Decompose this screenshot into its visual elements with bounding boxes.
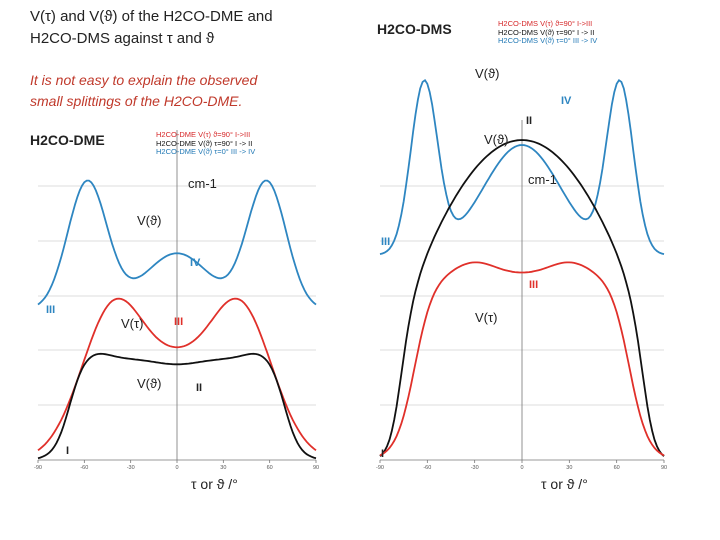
right-roman-II: II [526,115,533,127]
right-x-tick-label: 0 [520,465,523,471]
left-roman-II: II [196,382,203,394]
right-roman-I: I [381,448,385,460]
right-black-curve [379,139,665,457]
left-blue-curve [37,179,317,306]
note-line-1: It is not easy to explain the observed [30,72,258,88]
left-legend-black: H2CO-DME V(ϑ) τ=90° I -> II [156,138,253,148]
right-red-curve [379,261,665,457]
left-red-curve-label: V(τ) [121,316,144,331]
right-black-curve-label: V(ϑ) [484,132,509,147]
left-x-tick-label: -60 [80,465,88,471]
left-unit-label: cm-1 [188,176,217,191]
left-plot-axes: -90 -60 -30 0 30 60 90 [34,130,319,471]
right-x-axis-label: τ or ϑ /° [541,476,588,492]
right-plot-axes: -90 -60 -30 0 30 60 90 [376,120,667,471]
right-legend-red: H2CO-DMS V(τ) ϑ=90° I->III [498,19,593,28]
right-roman-III-red: III [529,279,539,291]
right-blue-curve [379,79,665,255]
right-blue-curve-label: V(ϑ) [475,66,500,81]
right-panel-name: H2CO-DMS [377,21,452,37]
left-x-tick-label: -90 [34,465,42,471]
left-roman-III-blue: III [46,304,56,316]
left-x-axis-label: τ or ϑ /° [191,476,238,492]
left-x-tick-label: -30 [127,465,135,471]
left-red-curve [37,297,317,452]
left-panel-name: H2CO-DME [30,132,105,148]
title-line-1: V(τ) and V(ϑ) of the H2CO-DME and [30,8,273,25]
left-blue-curve-label: V(ϑ) [137,213,162,228]
right-legend-blue: H2CO-DMS V(ϑ) τ=0° III -> IV [498,36,598,45]
right-legend: H2CO-DMS V(τ) ϑ=90° I->III H2CO-DMS V(ϑ)… [498,19,598,46]
left-legend-red: H2CO-DME V(τ) ϑ=90° I->III [156,130,251,139]
note-line-2: small splittings of the H2CO-DME. [30,93,243,109]
right-x-tick-label: -90 [376,465,384,471]
right-roman-III-blue: III [381,236,391,248]
left-x-tick-label: 60 [267,465,273,471]
title-line-2: H2CO-DMS against τ and ϑ [30,30,215,47]
observation-note: It is not easy to explain the observed s… [30,70,320,112]
right-x-tick-label: 60 [614,465,620,471]
right-legend-black: H2CO-DMS V(ϑ) τ=90° I -> II [498,27,595,37]
right-x-tick-label: 90 [661,465,667,471]
left-legend-blue: H2CO-DME V(ϑ) τ=0° III -> IV [156,147,256,156]
right-roman-IV: IV [561,95,572,107]
left-legend: H2CO-DME V(τ) ϑ=90° I->III H2CO-DME V(ϑ)… [156,130,256,157]
right-red-curve-label: V(τ) [475,310,498,325]
right-x-tick-label: -30 [471,465,479,471]
left-roman-I: I [66,445,70,457]
left-x-tick-label: 30 [220,465,226,471]
left-roman-IV: IV [190,257,201,269]
left-black-curve-label: V(ϑ) [137,376,162,391]
left-roman-III-red: III [174,316,184,328]
left-x-tick-label: 0 [175,465,178,471]
slide-title: V(τ) and V(ϑ) of the H2CO-DME and H2CO-D… [30,6,330,50]
right-x-tick-label: -60 [423,465,431,471]
right-unit-label: cm-1 [528,172,557,187]
left-x-tick-label: 90 [313,465,319,471]
right-x-tick-label: 30 [566,465,572,471]
left-black-curve [37,352,317,460]
